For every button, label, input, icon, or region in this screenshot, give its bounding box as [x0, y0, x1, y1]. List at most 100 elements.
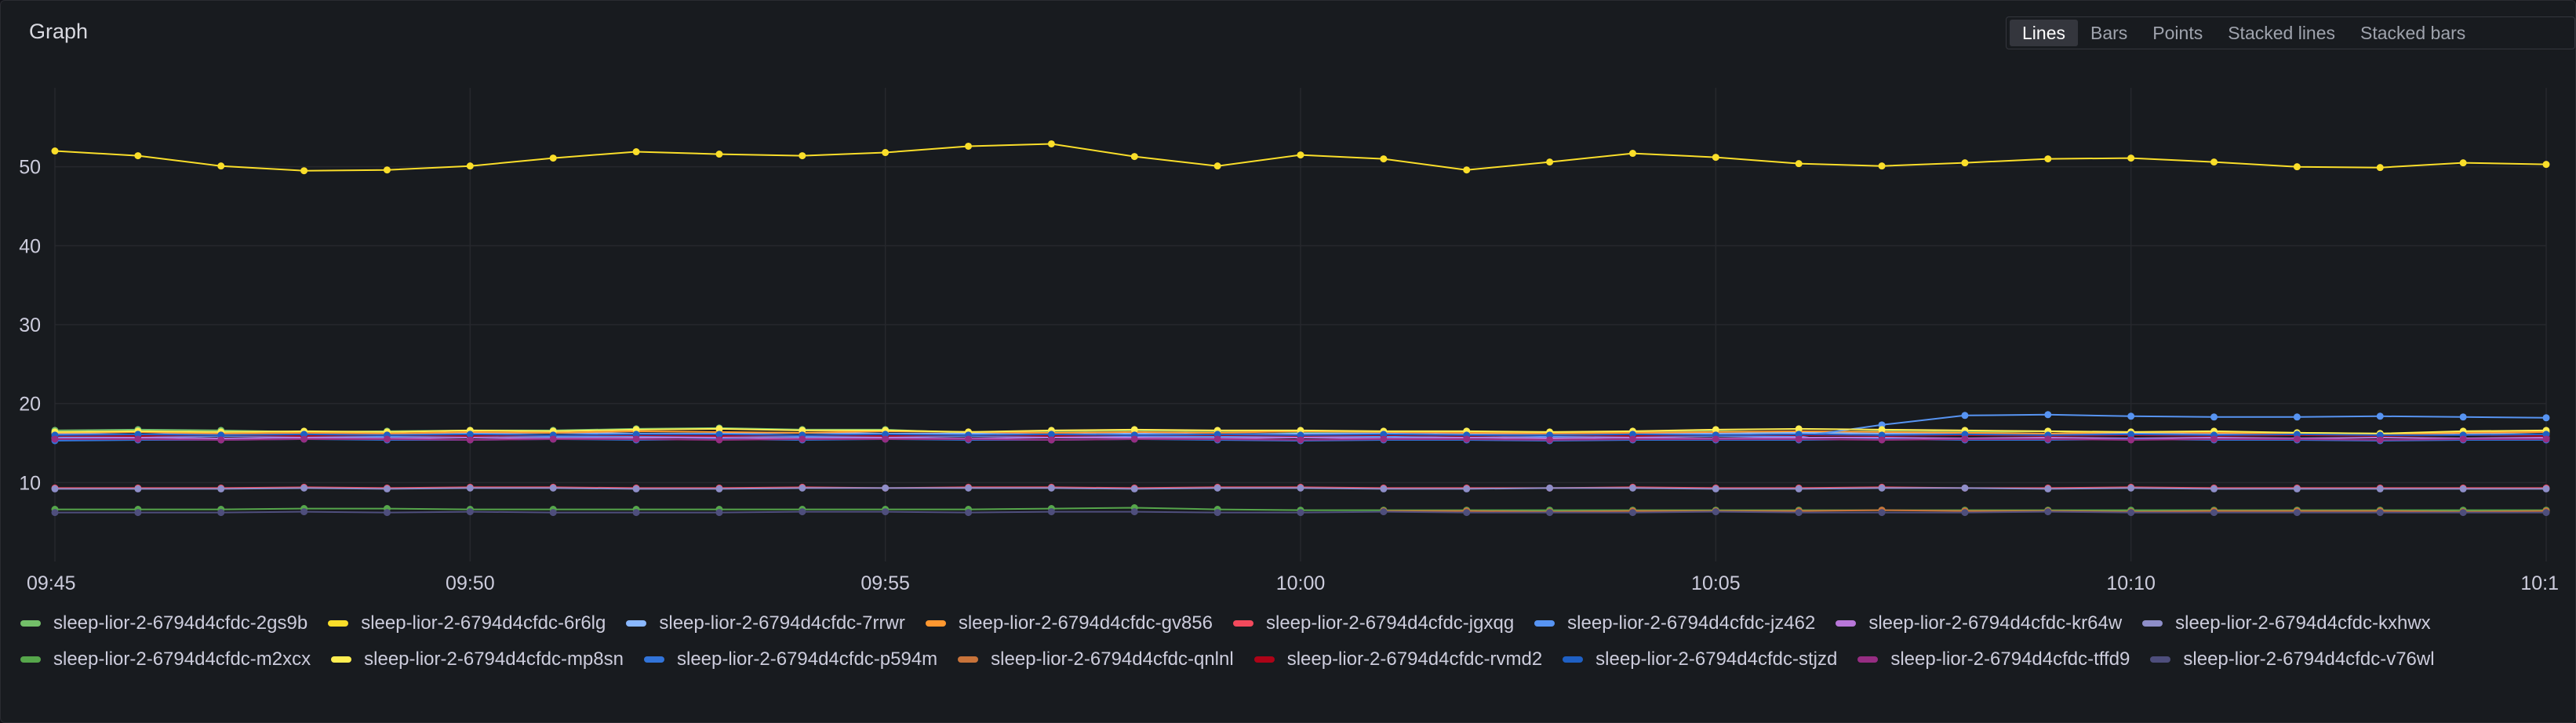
- data-point: [2210, 485, 2218, 492]
- legend-item[interactable]: sleep-lior-2-6794d4cfdc-jz462: [1534, 605, 1815, 641]
- data-point: [1463, 485, 1471, 492]
- data-point: [549, 154, 557, 162]
- data-point: [799, 508, 806, 516]
- data-point: [1878, 484, 1886, 492]
- legend-item[interactable]: sleep-lior-2-6794d4cfdc-rvmd2: [1253, 641, 1542, 678]
- data-point: [1130, 153, 1138, 161]
- data-point: [300, 484, 308, 492]
- legend-color-swatch: [20, 620, 41, 627]
- legend-item[interactable]: sleep-lior-2-6794d4cfdc-kr64w: [1836, 605, 2122, 641]
- data-point: [1380, 508, 1388, 516]
- data-point: [632, 509, 640, 517]
- data-point: [799, 152, 806, 160]
- data-point: [2376, 436, 2384, 444]
- data-point: [965, 435, 973, 443]
- legend-color-swatch: [1253, 656, 1275, 663]
- data-point: [1047, 431, 1055, 438]
- data-point: [217, 162, 225, 170]
- view-mode-stacked-lines[interactable]: Stacked lines: [2228, 23, 2336, 43]
- view-mode-points[interactable]: Points: [2152, 23, 2203, 43]
- view-mode-lines[interactable]: Lines: [2010, 20, 2078, 46]
- legend-label: sleep-lior-2-6794d4cfdc-2gs9b: [53, 612, 308, 634]
- data-point: [2210, 509, 2218, 517]
- data-point: [383, 435, 391, 443]
- y-tick-label: 10: [19, 472, 41, 494]
- data-point: [2459, 509, 2467, 517]
- data-point: [715, 431, 723, 438]
- data-point: [965, 484, 973, 492]
- x-tick-label: 10:1: [2520, 572, 2559, 594]
- data-point: [2044, 508, 2052, 516]
- y-tick-label: 50: [19, 157, 41, 179]
- data-point: [1297, 484, 1304, 492]
- data-point: [217, 509, 225, 517]
- legend-item[interactable]: sleep-lior-2-6794d4cfdc-v76wl: [2150, 641, 2435, 678]
- legend-item[interactable]: sleep-lior-2-6794d4cfdc-qnlnl: [958, 641, 1234, 678]
- legend-item[interactable]: sleep-lior-2-6794d4cfdc-2gs9b: [20, 605, 307, 641]
- legend-item[interactable]: sleep-lior-2-6794d4cfdc-m2xcx: [20, 641, 311, 678]
- data-point: [549, 435, 557, 443]
- data-point: [1878, 436, 1886, 444]
- data-point: [2044, 155, 2052, 163]
- legend-label: sleep-lior-2-6794d4cfdc-7rrwr: [659, 612, 905, 634]
- data-point: [1712, 426, 1719, 434]
- legend-item[interactable]: sleep-lior-2-6794d4cfdc-kxhwx: [2142, 605, 2431, 641]
- data-point: [1047, 484, 1055, 492]
- data-point: [715, 425, 723, 433]
- data-point: [715, 151, 723, 158]
- data-point: [383, 166, 391, 174]
- data-point: [2542, 435, 2550, 443]
- data-point: [1463, 166, 1471, 174]
- legend-label: sleep-lior-2-6794d4cfdc-qnlnl: [991, 649, 1234, 670]
- data-point: [965, 142, 973, 150]
- data-point: [1546, 158, 1554, 166]
- legend-item[interactable]: sleep-lior-2-6794d4cfdc-6r6lg: [328, 605, 606, 641]
- data-point: [2459, 159, 2467, 167]
- legend-label: sleep-lior-2-6794d4cfdc-tffd9: [1890, 649, 2130, 670]
- y-tick-label: 30: [19, 314, 41, 336]
- data-point: [466, 162, 474, 170]
- chart-legend: sleep-lior-2-6794d4cfdc-2gs9b sleep-lior-…: [20, 605, 2554, 678]
- x-tick-label: 10:10: [2106, 572, 2156, 594]
- legend-item[interactable]: sleep-lior-2-6794d4cfdc-7rrwr: [626, 605, 905, 641]
- data-point: [1628, 509, 1636, 517]
- data-point: [1380, 485, 1388, 492]
- data-point: [2376, 412, 2384, 420]
- x-tick-label: 09:50: [446, 572, 495, 594]
- data-point: [2542, 414, 2550, 422]
- data-point: [1546, 436, 1554, 444]
- data-point: [1130, 508, 1138, 516]
- data-point: [1712, 435, 1719, 443]
- legend-label: sleep-lior-2-6794d4cfdc-stjzd: [1595, 649, 1838, 670]
- legend-item[interactable]: sleep-lior-2-6794d4cfdc-stjzd: [1563, 641, 1837, 678]
- data-point: [2459, 485, 2467, 492]
- view-mode-stacked-bars[interactable]: Stacked bars: [2360, 23, 2466, 43]
- data-point: [1628, 150, 1636, 158]
- data-point: [1961, 435, 1969, 443]
- data-point: [715, 485, 723, 492]
- legend-item[interactable]: sleep-lior-2-6794d4cfdc-p594m: [643, 641, 937, 678]
- data-point: [1961, 484, 1969, 492]
- data-point: [2127, 509, 2135, 517]
- data-point: [715, 436, 723, 444]
- line-chart: 10 20 30 40 50 09:45 09:50 09:55 10:00 10:05 10:10…: [19, 88, 2559, 594]
- view-mode-bars[interactable]: Bars: [2090, 23, 2128, 43]
- data-point: [1297, 509, 1304, 517]
- legend-label: sleep-lior-2-6794d4cfdc-jz462: [1567, 612, 1816, 634]
- legend-color-swatch: [331, 656, 352, 663]
- data-point: [51, 509, 59, 517]
- data-point: [799, 484, 806, 492]
- legend-color-swatch: [20, 656, 41, 663]
- legend-item[interactable]: sleep-lior-2-6794d4cfdc-jgxqg: [1233, 605, 1514, 641]
- data-point: [1628, 435, 1636, 443]
- data-point: [300, 508, 308, 516]
- data-point: [1297, 436, 1304, 444]
- legend-item[interactable]: sleep-lior-2-6794d4cfdc-gv856: [925, 605, 1213, 641]
- data-point: [134, 152, 142, 160]
- legend-item[interactable]: sleep-lior-2-6794d4cfdc-mp8sn: [331, 641, 624, 678]
- legend-item[interactable]: sleep-lior-2-6794d4cfdc-tffd9: [1857, 641, 2130, 678]
- data-point: [383, 485, 391, 492]
- data-point: [549, 484, 557, 492]
- data-point: [51, 147, 59, 155]
